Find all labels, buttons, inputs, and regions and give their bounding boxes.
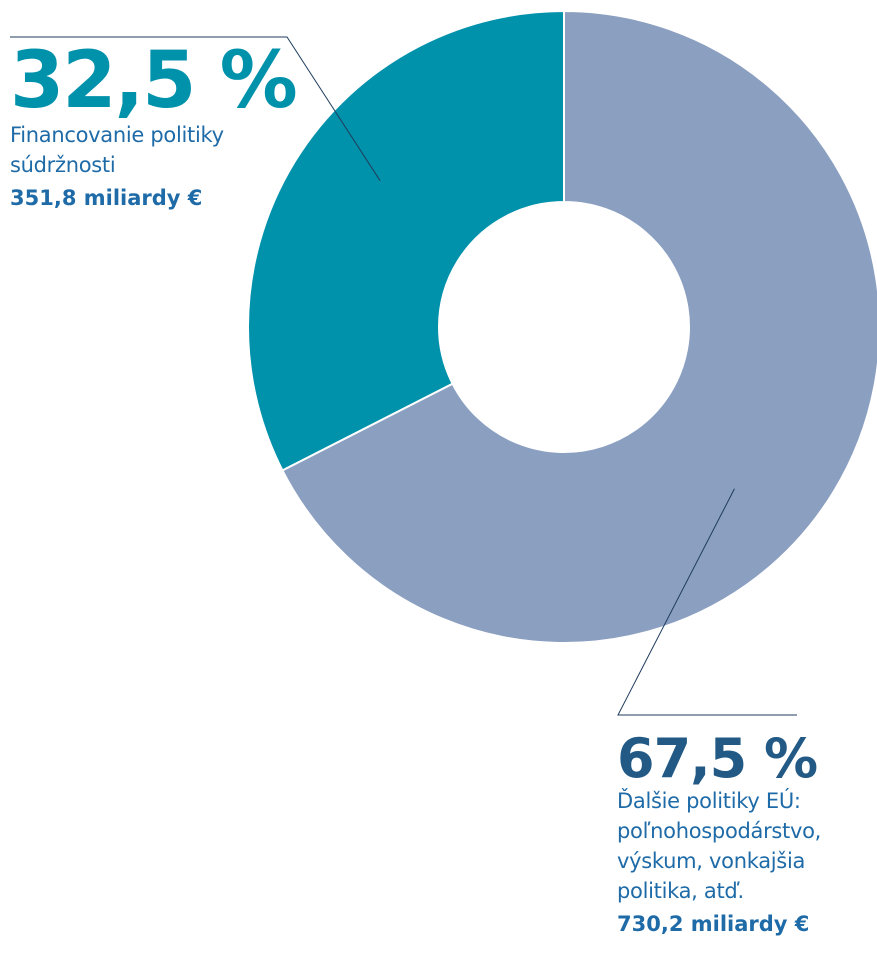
slice-amount-cohesion: 351,8 miliardy € (10, 186, 203, 210)
leader-line-cohesion (10, 36, 381, 181)
slice-amount-other: 730,2 miliardy € (617, 912, 810, 936)
donut-slices (247, 9, 877, 644)
slice-description-other: Ďalšie politiky EÚ: poľnohospodárstvo, v… (617, 789, 822, 903)
leader-line-other (617, 488, 797, 716)
slice-percent-other: 67,5 % (617, 727, 818, 790)
slice-percent-cohesion: 32,5 % (10, 36, 298, 126)
donut-slice-cohesion (247, 9, 565, 472)
slice-label-other: 67,5 % Ďalšie politiky EÚ: poľnohospodár… (617, 732, 875, 939)
leader-lines (10, 36, 797, 716)
slice-description-cohesion: Financovanie politiky súdržnosti (10, 123, 224, 177)
slice-label-cohesion: 32,5 % Financovanie politiky súdržnosti … (10, 42, 310, 213)
donut-slice-other (281, 9, 877, 644)
